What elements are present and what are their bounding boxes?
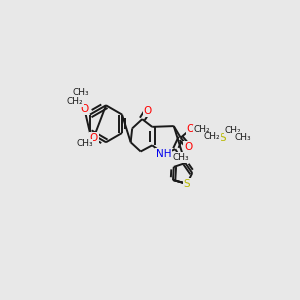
Text: O: O <box>90 133 98 142</box>
Text: CH₃: CH₃ <box>172 153 189 162</box>
Text: O: O <box>184 142 193 152</box>
Text: CH₂: CH₂ <box>204 132 220 141</box>
Text: CH₃: CH₃ <box>76 139 93 148</box>
Text: S: S <box>184 179 190 189</box>
Text: NH: NH <box>156 149 172 159</box>
Text: CH₂: CH₂ <box>194 125 211 134</box>
Text: O: O <box>80 104 88 114</box>
Text: CH₃: CH₃ <box>72 88 89 97</box>
Text: CH₃: CH₃ <box>235 133 251 142</box>
Text: O: O <box>187 124 195 134</box>
Text: CH₂: CH₂ <box>225 126 242 135</box>
Text: O: O <box>143 106 152 116</box>
Text: S: S <box>220 133 226 142</box>
Text: CH₂: CH₂ <box>67 97 83 106</box>
